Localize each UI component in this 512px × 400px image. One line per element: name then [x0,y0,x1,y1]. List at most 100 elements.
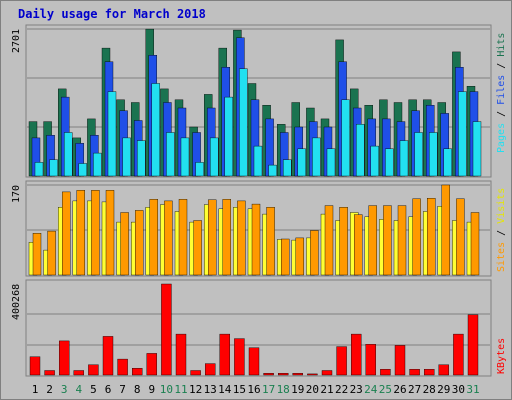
bar-kbytes [453,333,464,376]
x-tick-label: 1 [32,383,39,396]
x-tick-label: 15 [233,383,246,396]
bar-sites [397,205,407,276]
bar-kbytes [409,369,420,376]
bar-sites [281,238,290,276]
x-tick-label: 19 [291,383,304,396]
bar-pages [180,137,190,177]
bar-kbytes [146,353,158,376]
bar-kbytes [131,368,143,376]
x-tick-label: 20 [306,383,319,396]
bar-sites [295,237,304,276]
bar-pages [268,164,277,177]
bar-kbytes [292,373,303,376]
bar-kbytes [424,369,435,376]
x-tick-label: 2 [46,383,53,396]
bar-kbytes [380,369,391,376]
bar-pages [326,148,336,177]
bar-pages [49,159,58,177]
bar-pages [356,124,365,177]
bar-kbytes [351,333,362,376]
mid-axis-max: 170 [11,185,22,203]
bar-sites [266,206,275,276]
bar-sites [62,191,71,276]
x-tick-label: 6 [105,383,112,396]
bar-sites [149,199,159,276]
bar-kbytes [161,283,172,376]
x-tick-label: 10 [160,383,173,396]
bar-pages [224,96,234,177]
bar-pages [341,99,350,177]
bottom-axis-max: 400268 [11,284,22,320]
bar-pages [399,140,409,177]
bar-kbytes [219,333,231,376]
bar-sites [193,220,202,276]
bar-pages [297,148,306,177]
x-tick-label: 7 [119,383,126,396]
bar-sites [441,184,450,276]
bar-pages [151,83,161,177]
bar-pages [93,152,102,177]
x-tick-label: 24 [364,383,378,396]
x-tick-labels: 1 2 3 4 5 6 7 8 9 10 11 12 13 14 15 16 17 18 19 20 21 22 23 24 2… [32,383,480,396]
bar-sites [470,212,480,276]
bar-kbytes [190,370,201,376]
bar-sites [310,230,319,276]
chart-title: Daily usage for March 2018 [18,7,206,21]
bar-pages [166,132,175,177]
bar-kbytes [438,364,449,376]
bar-kbytes [278,373,289,376]
legend-pages: Pages [496,123,507,153]
legend-top: Pages / Files / Hits [496,33,507,153]
bar-kbytes [29,356,41,376]
bar-pages [63,132,73,177]
x-tick-label: 17 [262,383,275,396]
bar-pages [370,145,379,177]
legend-visits: Visits [496,188,507,224]
bar-sites [47,230,56,276]
x-tick-label: 11 [174,383,187,396]
bar-pages [283,159,292,177]
bar-sites [251,203,261,276]
bar-kbytes [263,373,274,376]
bar-sites [222,199,232,276]
x-tick-label: 27 [408,383,421,396]
bar-sites [105,190,115,276]
x-tick-label: 28 [423,383,436,396]
bars-group [28,28,482,376]
bar-pages [122,137,131,177]
bar-pages [34,162,44,177]
bar-pages [78,163,88,177]
bar-sites [354,214,363,276]
bar-pages [107,91,117,177]
legend-kbytes: KBytes [496,338,507,374]
bar-sites [32,232,42,276]
legend-hits: Hits [496,33,507,57]
x-tick-label: 8 [134,383,141,396]
bar-sites [91,190,100,276]
bar-pages [443,148,452,177]
bar-kbytes [73,370,85,376]
x-tick-label: 13 [204,383,217,396]
bar-pages [385,148,394,177]
bar-kbytes [175,333,187,376]
bar-sites [76,190,86,276]
bar-kbytes [467,314,479,376]
bar-kbytes [336,346,347,376]
bar-sites [368,205,377,276]
legend-bottom: KBytes [496,338,507,374]
bar-sites [412,198,421,276]
bar-kbytes [204,363,216,376]
x-tick-label: 21 [320,383,333,396]
x-tick-label: 16 [247,383,260,396]
bar-sites [237,200,246,276]
x-tick-label: 25 [379,383,392,396]
bar-pages [253,145,263,177]
bar-sites [207,199,217,276]
bar-kbytes [44,370,55,376]
bar-sites [178,199,188,276]
bar-kbytes [59,340,70,376]
bar-kbytes [248,347,260,376]
bar-kbytes [365,344,376,376]
bar-kbytes [117,358,128,376]
